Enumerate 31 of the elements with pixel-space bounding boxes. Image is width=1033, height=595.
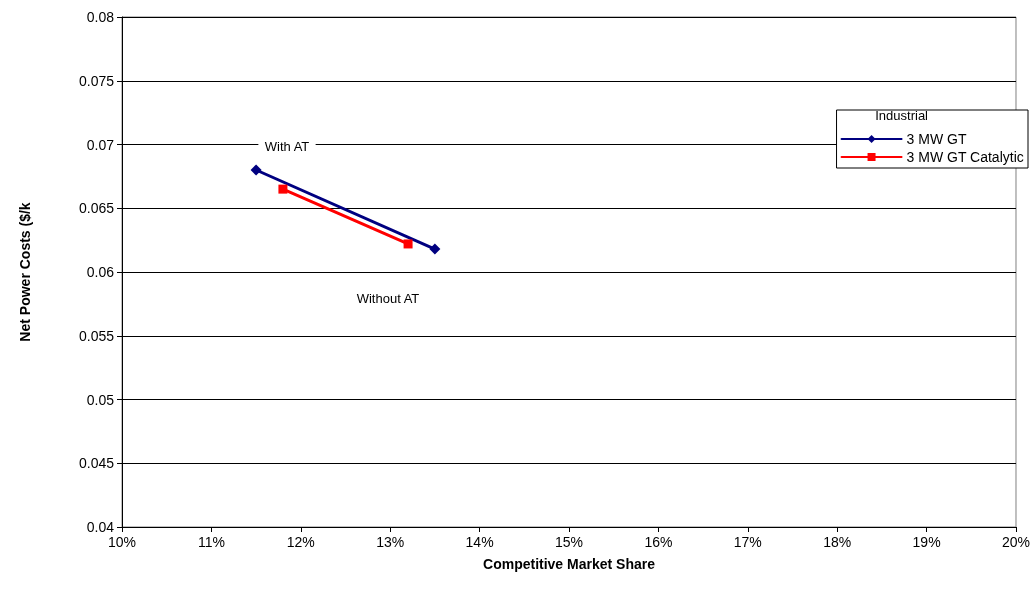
x-tick-label: 20%	[1001, 534, 1031, 550]
y-tick-label: 0.075	[78, 72, 115, 89]
x-tick-label: 15%	[554, 534, 584, 550]
x-tick-label: 12%	[286, 534, 315, 550]
y-axis-title: Net Power Costs ($/k	[17, 202, 33, 342]
x-tick-label: 11%	[197, 534, 225, 550]
point	[250, 164, 262, 176]
point	[403, 239, 413, 249]
x-tick-label: 14%	[465, 534, 494, 550]
legend-label: 3 MW GT Catalytic	[906, 149, 1024, 165]
x-axis-title: Competitive Market Share	[483, 556, 656, 572]
x-tick-label: 19%	[912, 534, 941, 550]
legend-label: 3 MW GT	[906, 131, 967, 147]
point	[429, 243, 441, 255]
x-tick-label: 10%	[107, 534, 137, 550]
annotation: Without AT	[356, 290, 420, 306]
y-tick-label: 0.045	[78, 455, 115, 472]
x-tick-label: 13%	[376, 534, 405, 550]
y-tick-label: 0.08	[86, 9, 115, 25]
x-tick-label: 18%	[823, 534, 852, 550]
legend-title: Industrial	[875, 108, 929, 123]
x-tick-label: 17%	[733, 534, 762, 550]
y-tick-label: 0.07	[86, 136, 115, 153]
y-tick-label: 0.05	[86, 391, 115, 408]
y-tick-label: 0.065	[78, 200, 115, 217]
y-tick-label: 0.04	[86, 519, 115, 535]
point	[278, 184, 288, 194]
x-tick-label: 16%	[644, 534, 673, 550]
annotation: With AT	[264, 138, 310, 154]
y-tick-label: 0.06	[86, 264, 115, 280]
y-tick-label: 0.055	[78, 327, 115, 344]
